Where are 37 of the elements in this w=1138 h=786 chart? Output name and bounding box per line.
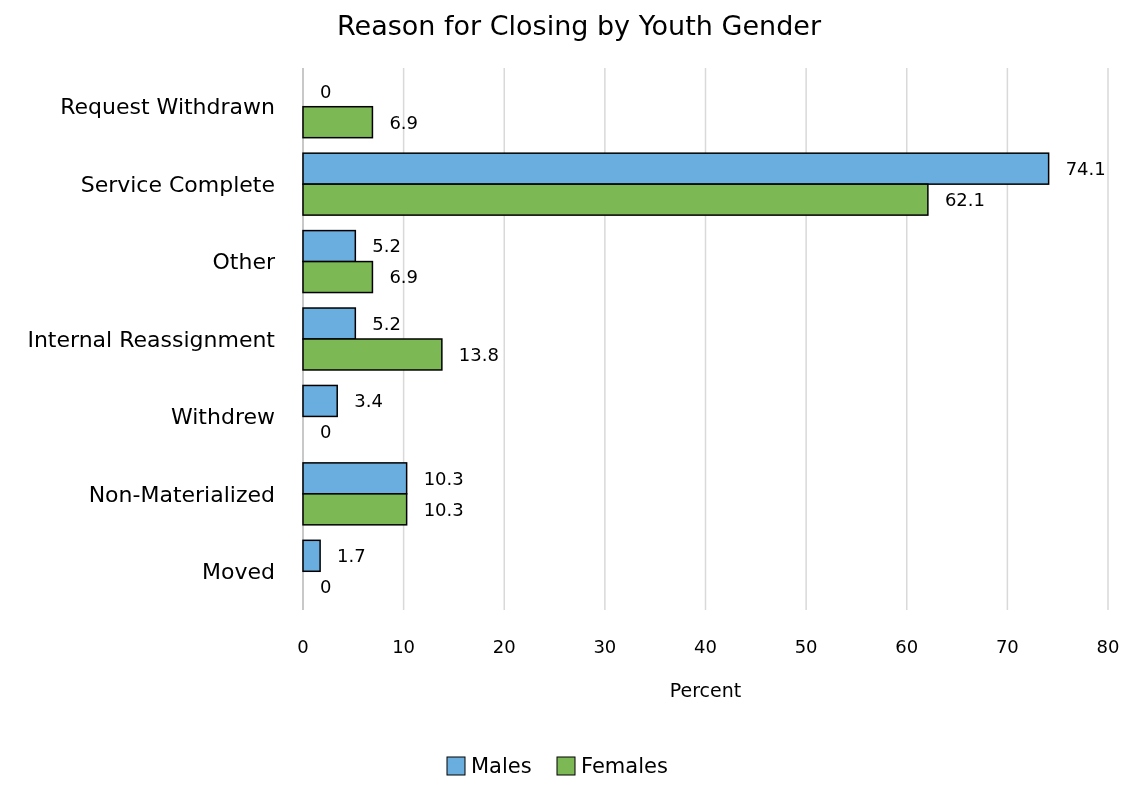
x-tick-label: 0	[297, 636, 309, 657]
data-label: 6.9	[389, 111, 419, 133]
data-label: 10.3	[423, 467, 464, 489]
chart-title: Reason for Closing by Youth Gender	[337, 10, 822, 41]
data-label: 13.8	[458, 343, 499, 365]
y-tick-label: Non-Materialized	[88, 481, 275, 507]
x-tick-label: 70	[995, 636, 1019, 657]
x-axis-title: Percent	[669, 679, 742, 701]
bar	[302, 105, 374, 139]
data-label: 5.2	[372, 312, 401, 334]
y-tick-label: Internal Reassignment	[27, 326, 276, 352]
y-tick-label: Moved	[202, 558, 275, 584]
y-tick-label: Withdrew	[170, 404, 275, 430]
data-label: 0	[320, 421, 332, 443]
x-tick-label: 40	[694, 636, 717, 657]
x-tick-label: 20	[492, 636, 516, 657]
y-tick-label: Other	[212, 249, 276, 275]
data-label: 1.7	[337, 545, 366, 567]
x-tick-label: 50	[794, 636, 818, 657]
data-label: 10.3	[423, 498, 464, 520]
bar	[302, 539, 321, 573]
data-label: 6.9	[389, 266, 419, 288]
y-tick-label: Service Complete	[80, 171, 275, 197]
data-label: 0	[320, 80, 332, 102]
x-tick-label: 30	[593, 636, 617, 657]
legend-label: Females	[581, 754, 668, 778]
data-label: 74.1	[1065, 157, 1106, 179]
x-tick-label: 80	[1096, 636, 1120, 657]
data-label: 3.4	[354, 390, 383, 412]
data-label: 62.1	[944, 188, 985, 210]
data-label: 0	[320, 576, 332, 598]
x-tick-label: 10	[392, 636, 416, 657]
bar	[302, 384, 338, 418]
y-tick-label: Request Withdrawn	[60, 94, 275, 120]
x-tick-label: 60	[895, 636, 919, 657]
data-label: 5.2	[372, 235, 401, 257]
legend-label: Males	[471, 754, 532, 778]
